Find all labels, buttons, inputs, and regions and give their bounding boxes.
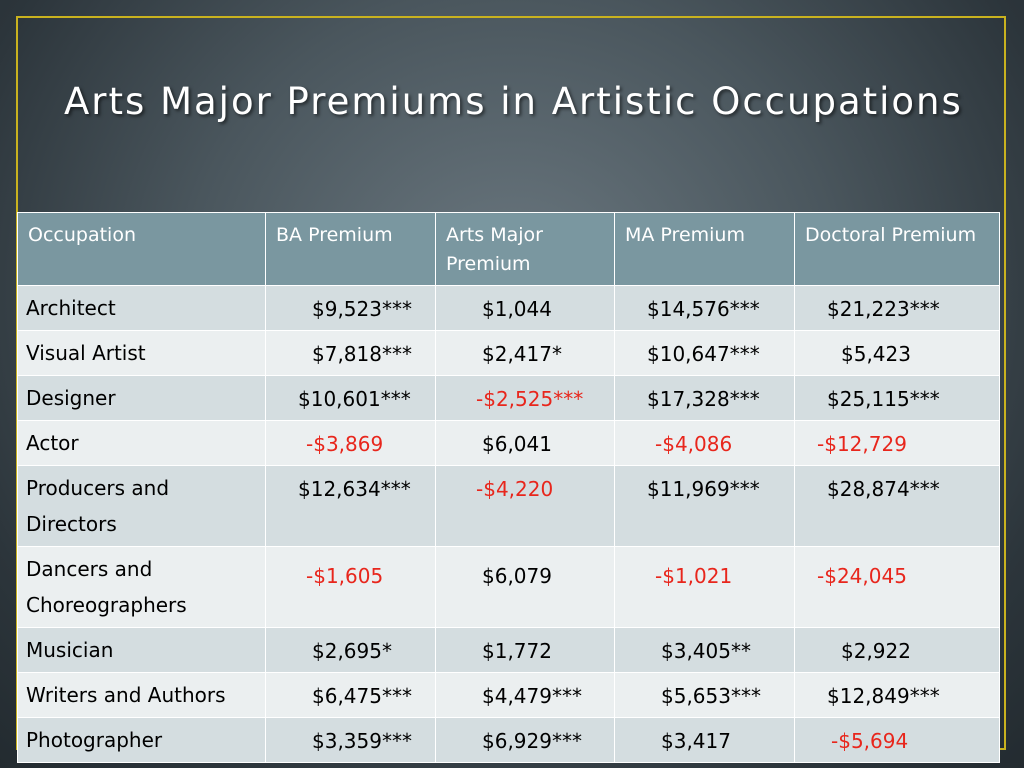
- table-row: Writers and Authors $6,475*** $4,479*** …: [17, 672, 1000, 718]
- arts-major-premium-cell: -$4,220: [435, 465, 615, 547]
- ba-premium-cell: $3,359***: [265, 717, 436, 763]
- table-row: Producers and Directors $12,634*** -$4,2…: [17, 465, 1000, 547]
- doctoral-premium-cell: -$5,694: [794, 717, 1000, 763]
- table-row: Photographer $3,359*** $6,929*** $3,417 …: [17, 717, 1000, 763]
- ma-premium-cell: $3,405**: [614, 627, 795, 673]
- ma-premium-cell: $3,417: [614, 717, 795, 763]
- ma-premium-cell: $5,653***: [614, 672, 795, 718]
- table-row: Designer $10,601*** -$2,525*** $17,328**…: [17, 375, 1000, 421]
- doctoral-premium-cell: $25,115***: [794, 375, 1000, 421]
- header-arts-major-premium: Arts Major Premium: [435, 212, 615, 286]
- slide-title: Arts Major Premiums in Artistic Occupati…: [64, 80, 963, 123]
- occupation-cell: Photographer: [17, 717, 266, 763]
- ma-premium-cell: $10,647***: [614, 330, 795, 376]
- header-ba-premium: BA Premium: [265, 212, 436, 286]
- ba-premium-cell: $9,523***: [265, 285, 436, 331]
- doctoral-premium-cell: $21,223***: [794, 285, 1000, 331]
- header-doctoral-premium: Doctoral Premium: [794, 212, 1000, 286]
- occupation-cell: Dancers and Choreographers: [17, 546, 266, 628]
- doctoral-premium-cell: -$12,729: [794, 420, 1000, 466]
- ba-premium-cell: $2,695*: [265, 627, 436, 673]
- ma-premium-cell: $11,969***: [614, 465, 795, 547]
- arts-major-premium-cell: $1,044: [435, 285, 615, 331]
- doctoral-premium-cell: $5,423: [794, 330, 1000, 376]
- doctoral-premium-cell: $28,874***: [794, 465, 1000, 547]
- arts-major-premium-cell: -$2,525***: [435, 375, 615, 421]
- doctoral-premium-cell: $2,922: [794, 627, 1000, 673]
- ma-premium-cell: -$1,021: [614, 546, 795, 628]
- ba-premium-cell: -$3,869: [265, 420, 436, 466]
- doctoral-premium-cell: $12,849***: [794, 672, 1000, 718]
- occupation-cell: Writers and Authors: [17, 672, 266, 718]
- table-header: Occupation BA Premium Arts Major Premium…: [17, 212, 1000, 286]
- ma-premium-cell: $17,328***: [614, 375, 795, 421]
- arts-major-premium-cell: $4,479***: [435, 672, 615, 718]
- ma-premium-cell: -$4,086: [614, 420, 795, 466]
- occupation-cell: Designer: [17, 375, 266, 421]
- ba-premium-cell: $6,475***: [265, 672, 436, 718]
- occupation-cell: Actor: [17, 420, 266, 466]
- arts-major-premium-cell: $2,417*: [435, 330, 615, 376]
- arts-major-premium-cell: $6,929***: [435, 717, 615, 763]
- table-row: Visual Artist $7,818*** $2,417* $10,647*…: [17, 330, 1000, 376]
- ba-premium-cell: $7,818***: [265, 330, 436, 376]
- ba-premium-cell: -$1,605: [265, 546, 436, 628]
- occupation-cell: Musician: [17, 627, 266, 673]
- header-row: Occupation BA Premium Arts Major Premium…: [17, 212, 1000, 286]
- occupation-cell: Producers and Directors: [17, 465, 266, 547]
- occupation-cell: Architect: [17, 285, 266, 331]
- table-row: Actor -$3,869 $6,041 -$4,086 -$12,729: [17, 420, 1000, 466]
- arts-major-premium-cell: $1,772: [435, 627, 615, 673]
- arts-major-premium-cell: $6,041: [435, 420, 615, 466]
- ma-premium-cell: $14,576***: [614, 285, 795, 331]
- premiums-table: Occupation BA Premium Arts Major Premium…: [17, 212, 1000, 763]
- arts-major-premium-cell: $6,079: [435, 546, 615, 628]
- doctoral-premium-cell: -$24,045: [794, 546, 1000, 628]
- table-row: Musician $2,695* $1,772 $3,405** $2,922: [17, 627, 1000, 673]
- table-row: Dancers and Choreographers -$1,605 $6,07…: [17, 546, 1000, 628]
- ba-premium-cell: $10,601***: [265, 375, 436, 421]
- ba-premium-cell: $12,634***: [265, 465, 436, 547]
- header-occupation: Occupation: [17, 212, 266, 286]
- header-ma-premium: MA Premium: [614, 212, 795, 286]
- occupation-cell: Visual Artist: [17, 330, 266, 376]
- table-row: Architect $9,523*** $1,044 $14,576*** $2…: [17, 285, 1000, 331]
